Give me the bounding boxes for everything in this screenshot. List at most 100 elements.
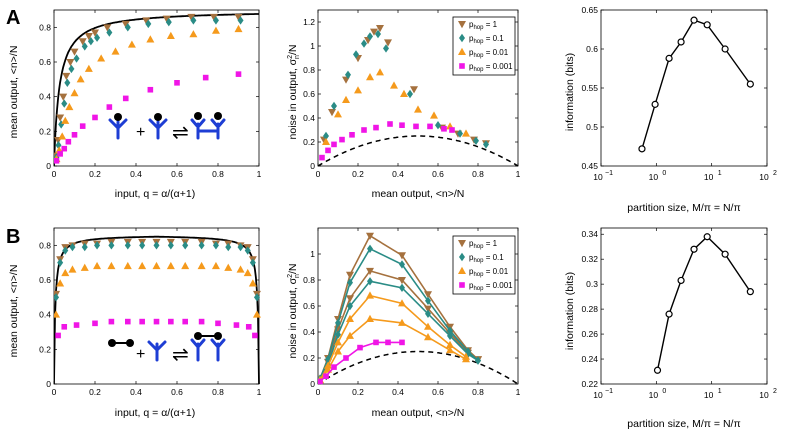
a1-series-1-point-12	[145, 19, 152, 29]
inset-b-bound-ligand-2	[214, 332, 222, 340]
a2-xtick-label-0: 0	[316, 169, 321, 179]
legend-a-entry-3: phop = 0.01	[469, 48, 509, 59]
a2-series-2-point-11	[462, 129, 470, 137]
inset-a-ligand-4	[214, 112, 222, 120]
legend-a-markers	[458, 21, 466, 69]
a1-xtick-label-1: 0.2	[89, 169, 101, 179]
b1-series-1-point-2	[62, 246, 69, 255]
a2-series-2-point-8	[414, 105, 422, 113]
b1-series-3-point-14	[252, 332, 258, 339]
b2-ytick-label-5: 1	[310, 249, 315, 259]
a2-xtick-label-3: 0.6	[432, 169, 444, 179]
a2-series-1-point-12	[483, 140, 489, 149]
a2-series-3-point-8	[399, 122, 405, 128]
b1-series-2-point-7	[123, 261, 132, 270]
a1-ytick-label-1: 0.2	[39, 126, 51, 136]
a2-series-1-point-1	[331, 101, 337, 111]
b1-series-1-point-8	[139, 241, 146, 250]
a1-series-3-point-1	[57, 151, 63, 157]
b3-xtick-label-0: 10	[593, 390, 603, 400]
a2-series-3-point-12	[449, 127, 455, 133]
a3-xtick-label-2: 10	[704, 172, 714, 182]
b2-ytick-label-4: 0.8	[303, 275, 315, 285]
a2-theory-line	[318, 135, 519, 167]
inset-b-dimer-diagram	[147, 338, 226, 362]
b3-series-0-point-1	[665, 310, 673, 318]
a1-series-2-point-7	[84, 64, 93, 72]
b2-xtick-label-3: 0.6	[432, 387, 444, 397]
b2-series-6-point-5	[373, 339, 379, 346]
legend-a-marker-0	[458, 21, 466, 29]
b3-ytick-label-2: 0.26	[581, 329, 598, 339]
a1-series-3-point-12	[235, 71, 242, 77]
a1-series-1-point-9	[94, 33, 101, 42]
b1-series-1-point-13	[212, 241, 219, 250]
b2-series-2-point-5	[399, 260, 405, 269]
a1-series-3-point-10	[174, 80, 180, 86]
a1-series-2-point-4	[65, 102, 74, 111]
a1-series-3-point-2	[61, 145, 68, 152]
b3-xtick-exp-2: 1	[718, 388, 722, 395]
b2-ytick-label-1: 0.2	[303, 353, 315, 363]
a2-series-2-point-1	[334, 110, 342, 118]
a2-ytick-label-5: 1	[310, 41, 315, 51]
b3-ytick-label-5: 0.32	[581, 254, 598, 264]
b3-series-0-point-3	[690, 245, 698, 253]
a2-series-1-point-6	[375, 29, 381, 39]
a2-xtick-label-1: 0.2	[352, 169, 364, 179]
b3-ytick-label-6: 0.34	[581, 229, 598, 239]
a1-series-1-point-15	[212, 16, 219, 25]
b2-series-3-point-2	[335, 330, 341, 339]
b2-series-1-point-6	[424, 305, 432, 313]
a3-xtick-exp-0: −1	[605, 170, 613, 177]
a2-xlabel: mean output, <n>/N	[372, 188, 465, 200]
b2-series-0-point-5	[398, 252, 406, 260]
a2-series-1-point-4	[361, 39, 367, 48]
b1-ytick-label-4: 0.8	[39, 240, 51, 250]
a1-ytick-label-0: 0	[46, 161, 51, 171]
b1-xtick-label-4: 0.8	[212, 387, 224, 397]
b2-theory-line	[318, 350, 519, 385]
b2-series-1-line	[319, 269, 479, 380]
b1-series-1-point-9	[153, 241, 160, 250]
a1-series-3-point-7	[106, 104, 113, 110]
b3-xtick-label-2: 10	[704, 390, 714, 400]
b2-series-2-point-3	[347, 278, 353, 287]
a1-series-2-point-3	[61, 116, 70, 124]
b1-series-1-point-0	[54, 293, 60, 302]
a2-xtick-label-2: 0.4	[392, 169, 404, 179]
a1-axes-frame	[53, 9, 260, 167]
inset-b-ligand-dimer	[108, 332, 222, 347]
inset-a-plus: +	[136, 124, 145, 141]
a1-series-0-point-7	[78, 38, 87, 46]
legend-b: phop = 1 phop = 0.1 phop = 0.01 phop = 0…	[452, 235, 516, 295]
a2-series-2-point-5	[376, 68, 384, 76]
legend-b-entry-3: phop = 0.01	[469, 267, 509, 278]
b3-series-0-point-4	[703, 233, 711, 241]
a3-series-0-point-1	[651, 100, 659, 108]
a3-ytick-label-0: 0.45	[581, 161, 598, 171]
b3-xtick-label-3: 10	[759, 390, 769, 400]
a2-xtick-label-5: 1	[516, 169, 521, 179]
b3-series-0-point-2	[677, 276, 685, 285]
b1-ytick-label-0: 0	[46, 379, 51, 389]
a1-series-0-point-10	[103, 24, 112, 32]
a1-series-2-point-10	[127, 40, 136, 48]
a1-xtick-label-4: 0.8	[212, 169, 224, 179]
b3-plot-area	[653, 233, 754, 374]
b1-ytick-label-1: 0.2	[39, 344, 51, 354]
inset-b-bound-ligand-1	[194, 332, 202, 340]
a2-series-3-point-5	[361, 127, 367, 133]
a3-xtick-exp-3: 2	[773, 170, 777, 177]
b2-series-3-point-3	[347, 301, 353, 311]
a1-series-0-point-4	[62, 72, 71, 81]
a2-series-3-point-0	[319, 154, 325, 161]
a2-series-1-point-3	[353, 50, 359, 59]
a1-series-1-point-5	[68, 64, 75, 74]
b3-series-0-line	[656, 235, 751, 371]
a1-series-2-point-6	[76, 75, 85, 83]
a2-series-3-point-9	[413, 123, 419, 130]
b1-series-2-point-12	[197, 261, 206, 270]
b1-series-3-point-8	[168, 318, 174, 325]
b2-xtick-label-1: 0.2	[352, 387, 364, 397]
